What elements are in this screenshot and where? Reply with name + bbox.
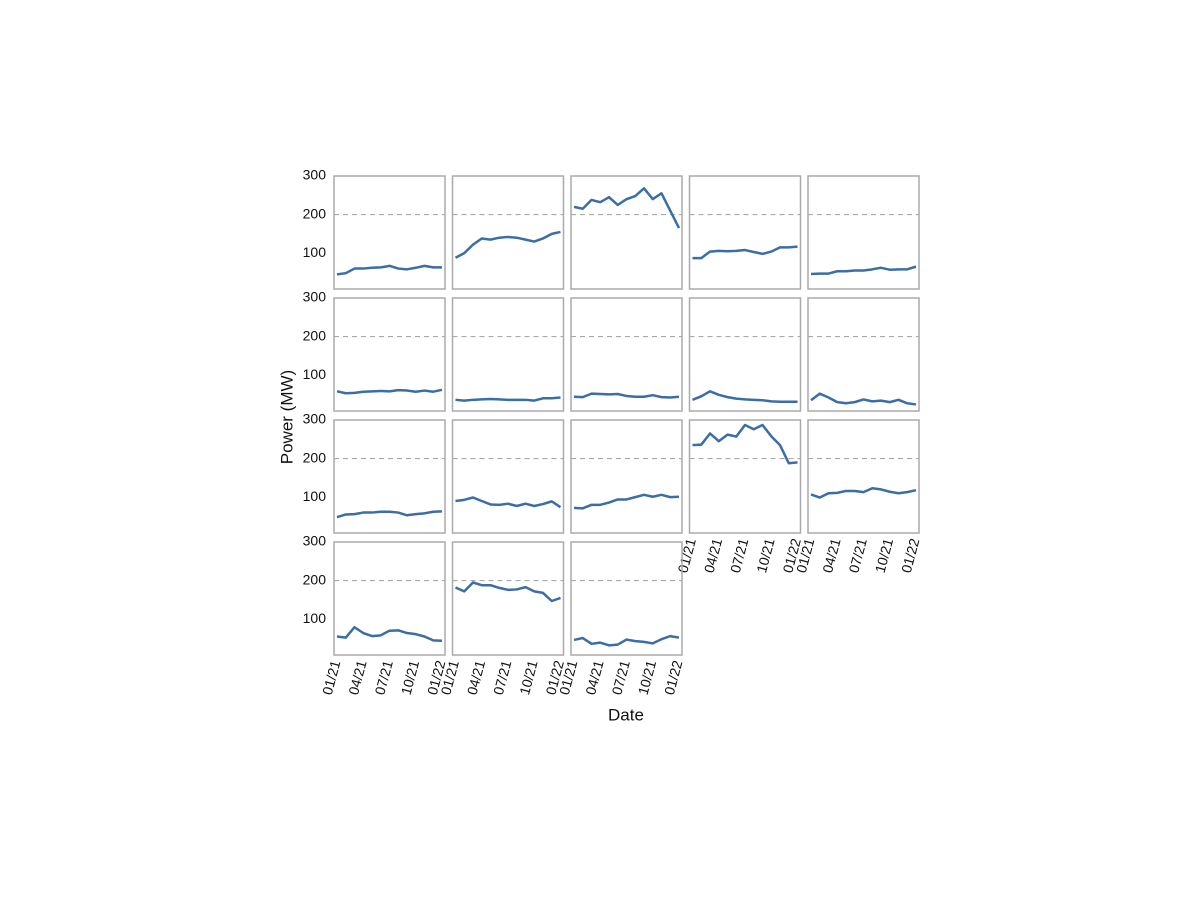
data-line: [810, 265, 917, 276]
x-tick-label: 01/21: [319, 658, 344, 696]
y-tick-label: 200: [303, 205, 327, 221]
data-line: [336, 625, 443, 642]
panel-frame: [333, 541, 446, 656]
y-axis-label: Power (MW): [277, 370, 296, 464]
data-line: [692, 245, 798, 260]
panel-frame: [688, 297, 802, 412]
panel-frame: [570, 175, 683, 290]
panel-frame: [451, 541, 565, 656]
x-tick-label: 07/21: [371, 658, 396, 696]
y-tick-label: 100: [303, 488, 327, 504]
y-tick-label: 100: [303, 610, 327, 626]
panel-frame: [333, 175, 446, 290]
x-tick-label: 04/21: [701, 536, 726, 574]
panel-frame: [570, 297, 683, 412]
x-tick-label: 10/21: [635, 658, 660, 696]
y-tick-label: 300: [303, 411, 327, 427]
x-tick-label: 04/21: [464, 658, 489, 696]
data-line: [810, 392, 917, 406]
y-tick-label: 300: [303, 533, 327, 549]
data-line: [455, 396, 561, 402]
panel-frame: [333, 297, 446, 412]
y-tick-label: 100: [303, 366, 327, 382]
data-line: [692, 390, 798, 403]
panel-frame: [451, 175, 565, 290]
data-line: [573, 392, 680, 399]
x-tick-label: 04/21: [582, 658, 607, 696]
x-tick-label: 07/21: [845, 536, 870, 574]
data-line: [573, 634, 680, 647]
y-tick-label: 300: [303, 289, 327, 305]
panel-frame: [451, 297, 565, 412]
y-tick-label: 200: [303, 571, 327, 587]
x-tick-label: 04/21: [819, 536, 844, 574]
data-line: [455, 496, 562, 509]
y-tick-label: 200: [303, 327, 327, 343]
data-line: [454, 581, 561, 603]
data-line: [336, 510, 443, 519]
y-tick-label: 100: [303, 244, 327, 260]
data-line: [336, 264, 442, 276]
panel-frame: [688, 419, 802, 534]
y-tick-label: 200: [303, 449, 327, 465]
panel-frame: [807, 175, 920, 290]
x-tick-label: 10/21: [872, 536, 897, 574]
data-line: [336, 388, 443, 395]
data-line: [573, 493, 680, 510]
data-line: [810, 487, 917, 499]
panel-frame: [807, 297, 920, 412]
data-line: [573, 187, 681, 229]
x-tick-label: 01/22: [661, 658, 686, 696]
panel-frame: [570, 541, 683, 656]
panel-frame: [333, 419, 446, 534]
y-tick-label: 300: [303, 167, 327, 183]
x-tick-label: 07/21: [608, 658, 633, 696]
x-axis-label: Date: [608, 705, 644, 724]
panel-frame: [451, 419, 565, 534]
x-tick-label: 04/21: [345, 658, 370, 696]
panel-frame: [807, 419, 920, 534]
x-tick-label: 07/21: [490, 658, 515, 696]
x-tick-label: 10/21: [753, 536, 778, 574]
x-tick-label: 07/21: [727, 536, 752, 574]
panel-frame: [570, 419, 683, 534]
panel-frame: [688, 175, 802, 290]
data-line: [692, 423, 798, 465]
x-tick-label: 10/21: [516, 658, 541, 696]
x-tick-label: 01/22: [898, 536, 923, 574]
x-tick-label: 10/21: [398, 658, 423, 696]
data-line: [454, 230, 561, 259]
